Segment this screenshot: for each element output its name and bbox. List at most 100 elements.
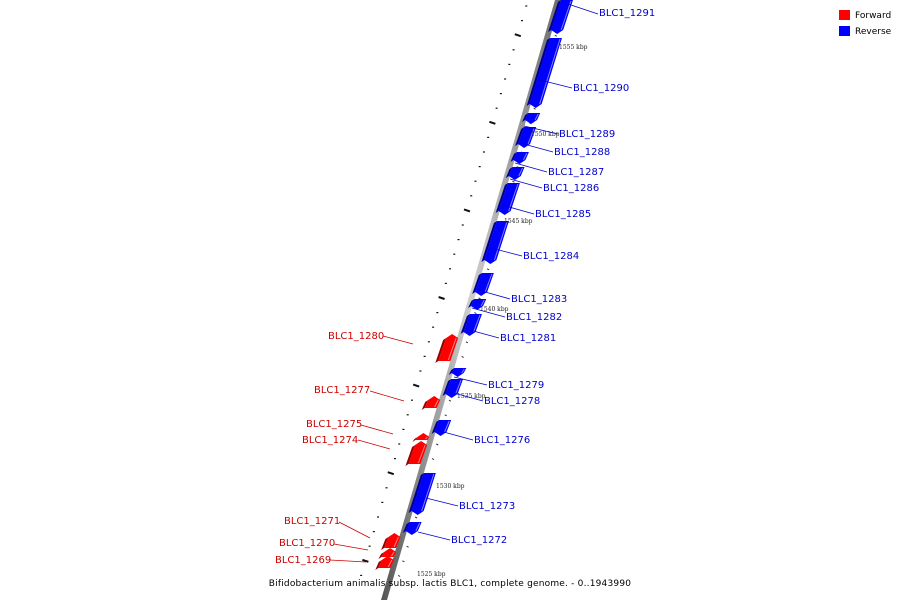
minor-tick bbox=[406, 545, 409, 548]
gene-label: BLC1_1276 bbox=[474, 435, 530, 446]
gene-block-body bbox=[405, 522, 422, 535]
gene-label: BLC1_1280 bbox=[328, 331, 384, 342]
leader-line bbox=[471, 307, 506, 318]
gene-label: BLC1_1290 bbox=[573, 83, 629, 94]
gene-block-body bbox=[384, 533, 401, 548]
tick-label: 1540 kbp bbox=[480, 306, 509, 313]
gene-block bbox=[435, 334, 459, 363]
gene-block-body bbox=[424, 396, 441, 408]
gene-block-shadow bbox=[431, 420, 440, 434]
leader-line bbox=[382, 335, 414, 345]
gene-block bbox=[375, 556, 394, 570]
gene-label: BLC1_1274 bbox=[302, 435, 358, 446]
minor-tick bbox=[431, 458, 435, 461]
leader-line bbox=[465, 328, 500, 339]
legend-forward-swatch bbox=[839, 10, 850, 20]
minor-tick bbox=[533, 107, 536, 110]
gene-block-shadow bbox=[495, 183, 508, 213]
gene-block-shadow bbox=[548, 0, 561, 32]
gene-block bbox=[548, 0, 573, 34]
minor-tick bbox=[478, 297, 481, 300]
gene-label: BLC1_1291 bbox=[599, 8, 655, 19]
gene-block-body bbox=[551, 0, 573, 34]
gene-block-shadow bbox=[402, 522, 410, 533]
gene-block-shadow bbox=[526, 38, 550, 106]
gene-label: BLC1_1288 bbox=[554, 147, 610, 158]
gene-block-body bbox=[498, 183, 520, 215]
gene-block-body bbox=[525, 113, 541, 124]
gene-block-body bbox=[508, 167, 525, 180]
gene-label: BLC1_1272 bbox=[451, 535, 507, 546]
gene-block bbox=[481, 221, 509, 264]
gene-block-shadow bbox=[505, 167, 513, 178]
gene-block-body bbox=[529, 38, 562, 108]
leader-line bbox=[360, 424, 394, 435]
leader-line bbox=[539, 79, 573, 89]
gene-block-shadow bbox=[515, 127, 525, 146]
gene-block-highlight bbox=[455, 379, 462, 395]
leader-line bbox=[329, 559, 367, 563]
gene-block bbox=[381, 533, 401, 550]
gene-block-body bbox=[378, 556, 394, 568]
gene-block-highlight bbox=[417, 444, 426, 464]
gene-block-body bbox=[484, 221, 509, 264]
minor-tick bbox=[474, 312, 477, 315]
gene-block bbox=[510, 152, 529, 164]
gene-block-highlight bbox=[527, 127, 535, 145]
gene-block bbox=[402, 522, 422, 535]
gene-label: BLC1_1273 bbox=[459, 501, 515, 512]
gene-label: BLC1_1277 bbox=[314, 385, 370, 396]
gene-block-highlight bbox=[415, 522, 421, 532]
gene-block-shadow bbox=[448, 368, 455, 375]
leader-line bbox=[453, 376, 488, 386]
gene-block-shadow bbox=[481, 221, 497, 262]
leader-line bbox=[519, 142, 554, 153]
gene-block bbox=[408, 473, 436, 515]
gene-labels: BLC1_1291 BLC1_1290 BLC1_1289 BLC1_1288 … bbox=[275, 8, 655, 566]
gene-block bbox=[505, 167, 525, 180]
legend-forward-label: Forward bbox=[855, 11, 891, 21]
legend-reverse-label: Reverse bbox=[855, 27, 892, 37]
gene-block-shadow bbox=[522, 113, 529, 122]
leader-line bbox=[490, 247, 523, 257]
gene-block-highlight bbox=[421, 473, 435, 512]
gene-block-shadow bbox=[468, 299, 475, 308]
gene-block-highlight bbox=[387, 559, 393, 568]
gene-block bbox=[495, 183, 520, 215]
genome-backbone bbox=[381, 0, 561, 600]
leader-line bbox=[477, 289, 511, 300]
gene-block bbox=[431, 420, 452, 436]
gene-label: BLC1_1271 bbox=[284, 516, 340, 527]
gene-block bbox=[526, 38, 562, 108]
minor-tick bbox=[414, 516, 418, 519]
gene-label: BLC1_1279 bbox=[488, 380, 544, 391]
gene-block bbox=[421, 396, 441, 410]
major-tick bbox=[489, 120, 496, 125]
gene-block-highlight bbox=[522, 152, 528, 161]
gene-block bbox=[378, 548, 397, 559]
gene-block-shadow bbox=[381, 537, 389, 550]
minor-tick bbox=[461, 355, 464, 358]
genome-caption: Bifidobacterium animalis subsp. lactis B… bbox=[268, 579, 632, 589]
gene-block-shadow bbox=[375, 560, 382, 570]
minor-tick bbox=[436, 443, 439, 446]
tick-label: 1555 kbp bbox=[559, 44, 588, 51]
gene-block-shadow bbox=[510, 152, 517, 162]
gene-block-highlight bbox=[391, 551, 395, 557]
tick-label: 1550 kbp bbox=[531, 131, 560, 138]
leader-line bbox=[338, 521, 371, 539]
gene-block bbox=[460, 314, 482, 336]
gene-label: BLC1_1286 bbox=[543, 183, 599, 194]
leader-line bbox=[425, 497, 459, 507]
gene-block-shadow bbox=[435, 338, 447, 363]
gene-block-shadow bbox=[378, 552, 385, 559]
gene-block bbox=[448, 368, 467, 377]
major-tick bbox=[438, 296, 445, 300]
gene-label: BLC1_1284 bbox=[523, 251, 579, 262]
leader-line bbox=[333, 543, 369, 551]
gene-label: BLC1_1269 bbox=[275, 555, 331, 566]
leader-line bbox=[509, 178, 543, 189]
gene-block-body bbox=[434, 420, 452, 436]
gene-block-highlight bbox=[447, 337, 457, 361]
